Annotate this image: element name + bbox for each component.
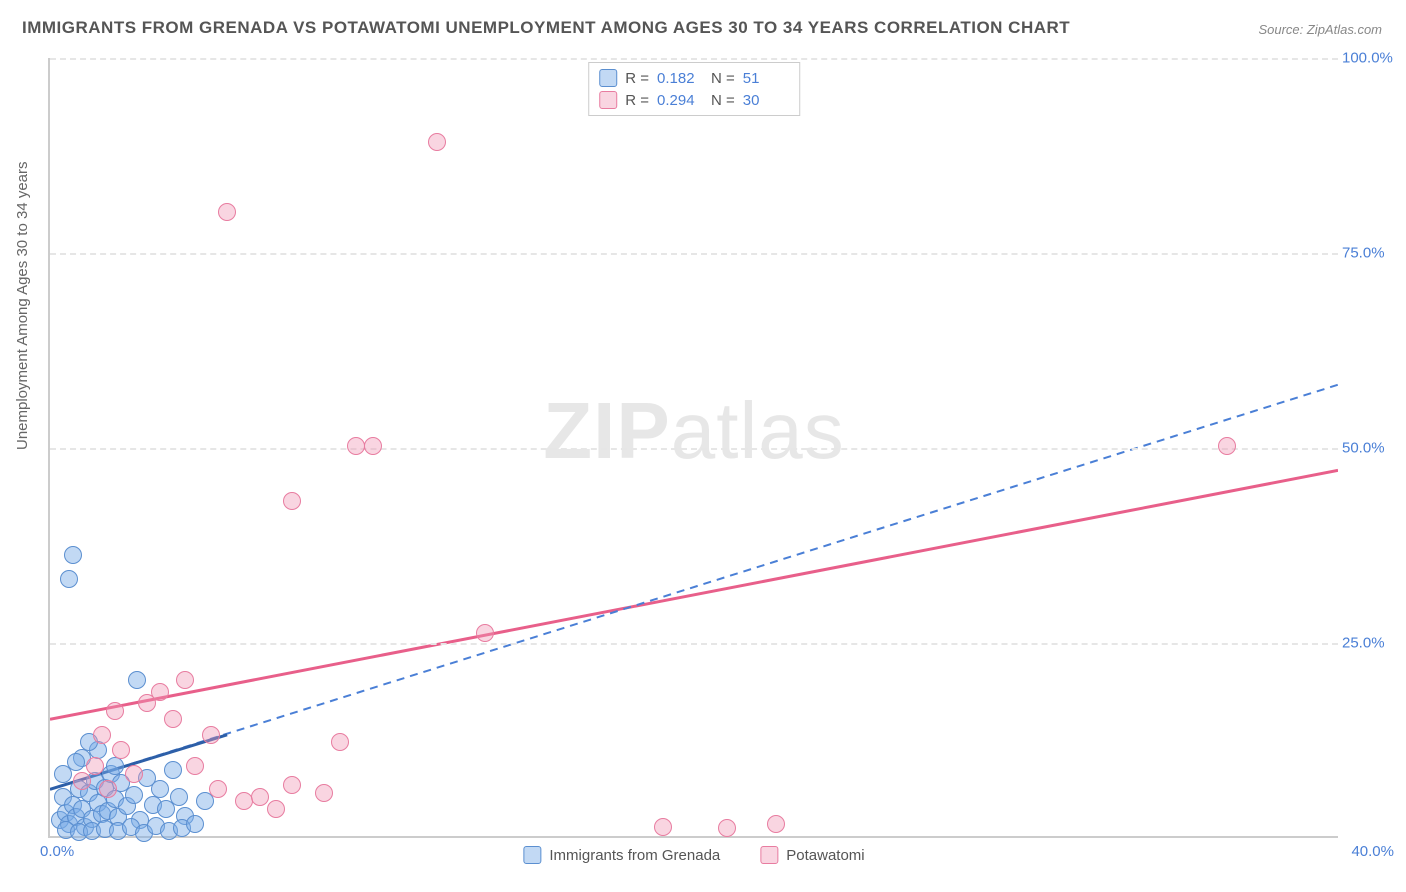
data-point-potawatomi (176, 671, 194, 689)
data-point-potawatomi (251, 788, 269, 806)
r-value-potawatomi: 0.294 (657, 92, 703, 109)
data-point-potawatomi (164, 710, 182, 728)
data-point-potawatomi (106, 702, 124, 720)
data-point-potawatomi (202, 726, 220, 744)
x-tick-min: 0.0% (40, 843, 74, 860)
legend-item-potawatomi: Potawatomi (760, 846, 864, 864)
data-point-grenada (128, 671, 146, 689)
data-point-grenada (151, 780, 169, 798)
plot-area: ZIPatlas R = 0.182 N = 51 R = 0.294 N = … (48, 58, 1338, 838)
data-point-potawatomi (718, 819, 736, 837)
trend-lines (50, 58, 1338, 836)
watermark-atlas: atlas (671, 386, 845, 475)
data-point-grenada (125, 786, 143, 804)
data-point-grenada (170, 788, 188, 806)
data-point-grenada (164, 761, 182, 779)
watermark: ZIPatlas (543, 385, 844, 477)
data-point-potawatomi (151, 683, 169, 701)
chart-title: IMMIGRANTS FROM GRENADA VS POTAWATOMI UN… (22, 18, 1070, 38)
legend-stats: R = 0.182 N = 51 R = 0.294 N = 30 (588, 62, 800, 116)
y-tick-label: 50.0% (1342, 440, 1398, 457)
data-point-grenada (64, 546, 82, 564)
swatch-potawatomi (760, 846, 778, 864)
data-point-grenada (106, 757, 124, 775)
swatch-grenada (523, 846, 541, 864)
r-label: R = (625, 70, 649, 87)
data-point-potawatomi (112, 741, 130, 759)
data-point-potawatomi (86, 757, 104, 775)
source-label: Source: ZipAtlas.com (1258, 22, 1382, 37)
x-tick-max: 40.0% (1351, 843, 1394, 860)
data-point-potawatomi (218, 203, 236, 221)
data-point-potawatomi (283, 492, 301, 510)
gridline (50, 643, 1338, 645)
data-point-potawatomi (93, 726, 111, 744)
watermark-zip: ZIP (543, 386, 670, 475)
data-point-potawatomi (186, 757, 204, 775)
n-value-grenada: 51 (743, 70, 789, 87)
data-point-potawatomi (331, 733, 349, 751)
data-point-grenada (60, 570, 78, 588)
legend-item-grenada: Immigrants from Grenada (523, 846, 720, 864)
data-point-potawatomi (99, 780, 117, 798)
data-point-potawatomi (315, 784, 333, 802)
data-point-grenada (186, 815, 204, 833)
legend-stats-row-grenada: R = 0.182 N = 51 (599, 69, 789, 87)
data-point-potawatomi (1218, 437, 1236, 455)
data-point-potawatomi (283, 776, 301, 794)
gridline (50, 253, 1338, 255)
n-value-potawatomi: 30 (743, 92, 789, 109)
y-tick-label: 75.0% (1342, 245, 1398, 262)
swatch-grenada (599, 69, 617, 87)
data-point-potawatomi (267, 800, 285, 818)
swatch-potawatomi (599, 91, 617, 109)
gridline (50, 448, 1338, 450)
legend-series: Immigrants from Grenada Potawatomi (523, 846, 864, 864)
y-axis-label: Unemployment Among Ages 30 to 34 years (14, 161, 31, 450)
data-point-potawatomi (654, 818, 672, 836)
legend-stats-row-potawatomi: R = 0.294 N = 30 (599, 91, 789, 109)
data-point-potawatomi (364, 437, 382, 455)
data-point-grenada (67, 753, 85, 771)
data-point-potawatomi (767, 815, 785, 833)
gridline (50, 58, 1338, 60)
y-tick-label: 100.0% (1342, 50, 1398, 67)
y-tick-label: 25.0% (1342, 635, 1398, 652)
n-label: N = (711, 92, 735, 109)
n-label: N = (711, 70, 735, 87)
data-point-potawatomi (476, 624, 494, 642)
data-point-potawatomi (209, 780, 227, 798)
r-value-grenada: 0.182 (657, 70, 703, 87)
series-label-grenada: Immigrants from Grenada (549, 847, 720, 864)
data-point-potawatomi (125, 765, 143, 783)
series-label-potawatomi: Potawatomi (786, 847, 864, 864)
r-label: R = (625, 92, 649, 109)
data-point-potawatomi (428, 133, 446, 151)
data-point-potawatomi (73, 772, 91, 790)
